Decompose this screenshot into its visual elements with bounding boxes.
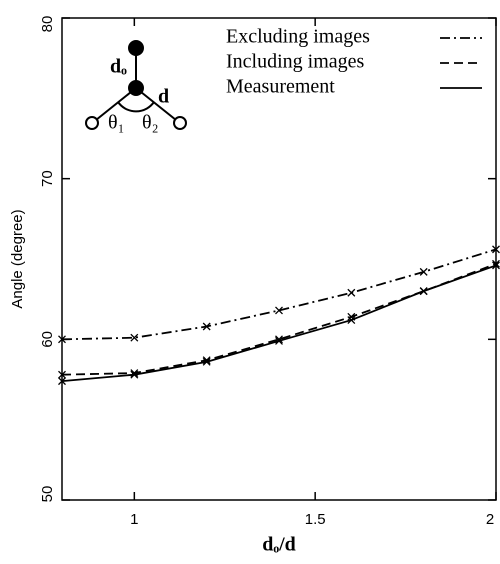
marker [202, 357, 211, 366]
inset-atom [173, 116, 187, 130]
marker [347, 316, 356, 325]
inset-atom [85, 116, 99, 130]
marker [130, 333, 139, 342]
marker [492, 245, 500, 254]
series-line [61, 262, 497, 376]
marker [347, 288, 356, 297]
inset-atom [128, 40, 144, 56]
marker [58, 370, 66, 379]
inset-label: dₒ [110, 56, 127, 78]
inset-label: θ₂ [142, 112, 159, 134]
inset-atom [128, 80, 144, 96]
x-tick-label: 1.5 [305, 511, 326, 528]
marker [58, 335, 66, 344]
inset-bond [135, 87, 177, 121]
x-axis-label: dₒ/d [262, 534, 296, 556]
y-tick-label: 60 [39, 331, 56, 348]
marker [492, 261, 500, 270]
inset-angle-arc [117, 101, 155, 113]
plot-frame [61, 17, 497, 501]
x-tick-label: 1 [130, 511, 138, 528]
marker [275, 336, 283, 345]
inset-diagram [85, 40, 187, 130]
inset-label: d [158, 86, 169, 108]
y-tick-label: 80 [39, 16, 56, 33]
marker [130, 370, 139, 379]
series-line [61, 264, 497, 383]
marker [275, 306, 283, 315]
y-axis-label: Angle (degree) [9, 209, 26, 308]
marker [202, 322, 211, 331]
legend-label: Including images [226, 51, 365, 73]
y-tick-label: 70 [39, 170, 56, 187]
marker [419, 287, 428, 296]
legend-label: Measurement [226, 76, 335, 98]
series-line [61, 248, 497, 341]
x-tick-label: 2 [486, 511, 494, 528]
y-tick-label: 50 [39, 486, 56, 503]
marker [58, 377, 66, 386]
marker [419, 267, 428, 276]
inset-bond [95, 87, 137, 121]
inset-label: θ₁ [108, 112, 125, 134]
legend-label: Excluding images [226, 26, 370, 48]
